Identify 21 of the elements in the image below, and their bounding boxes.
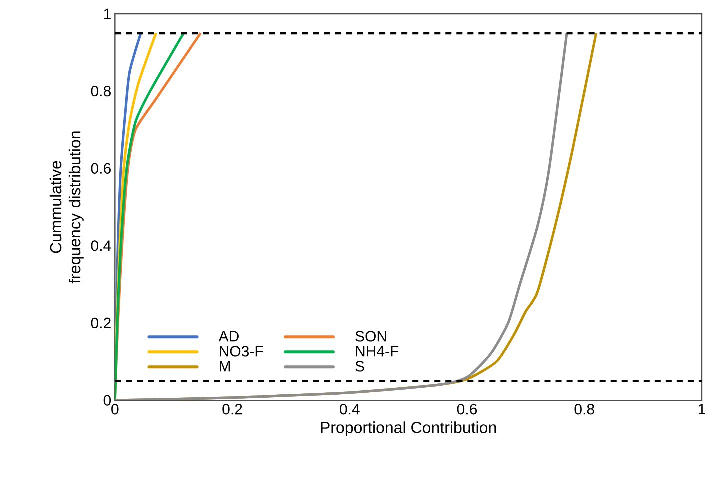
legend-label: S: [356, 361, 364, 372]
legend-label: M: [220, 361, 230, 372]
legend-label: SON: [356, 331, 386, 342]
legend-label: NH4-F: [356, 346, 399, 357]
y-tick-label: 1: [104, 9, 111, 20]
y-tick-label: 0.4: [91, 240, 112, 252]
y-tick-label: 0.6: [91, 163, 111, 174]
x-tick-label: 0: [112, 404, 119, 415]
x-tick-label: 0.4: [340, 404, 360, 415]
y-tick-label: 0.2: [91, 318, 111, 329]
x-tick-label: 0.2: [222, 404, 242, 415]
legend-label: AD: [218, 331, 239, 342]
line-series: [115, 32, 186, 401]
x-tick-label: 0.8: [574, 404, 594, 415]
y-tick-label: 0: [104, 395, 112, 406]
y-axis-title: Cummulative frequency distribution: [50, 132, 84, 284]
legend-label: NO3-F: [220, 346, 264, 357]
x-tick-label: 1: [698, 404, 706, 415]
y-tick-label: 0.8: [91, 86, 111, 97]
x-axis-title: Proportional Contribution: [321, 422, 496, 437]
x-tick-label: 0.6: [457, 404, 478, 415]
